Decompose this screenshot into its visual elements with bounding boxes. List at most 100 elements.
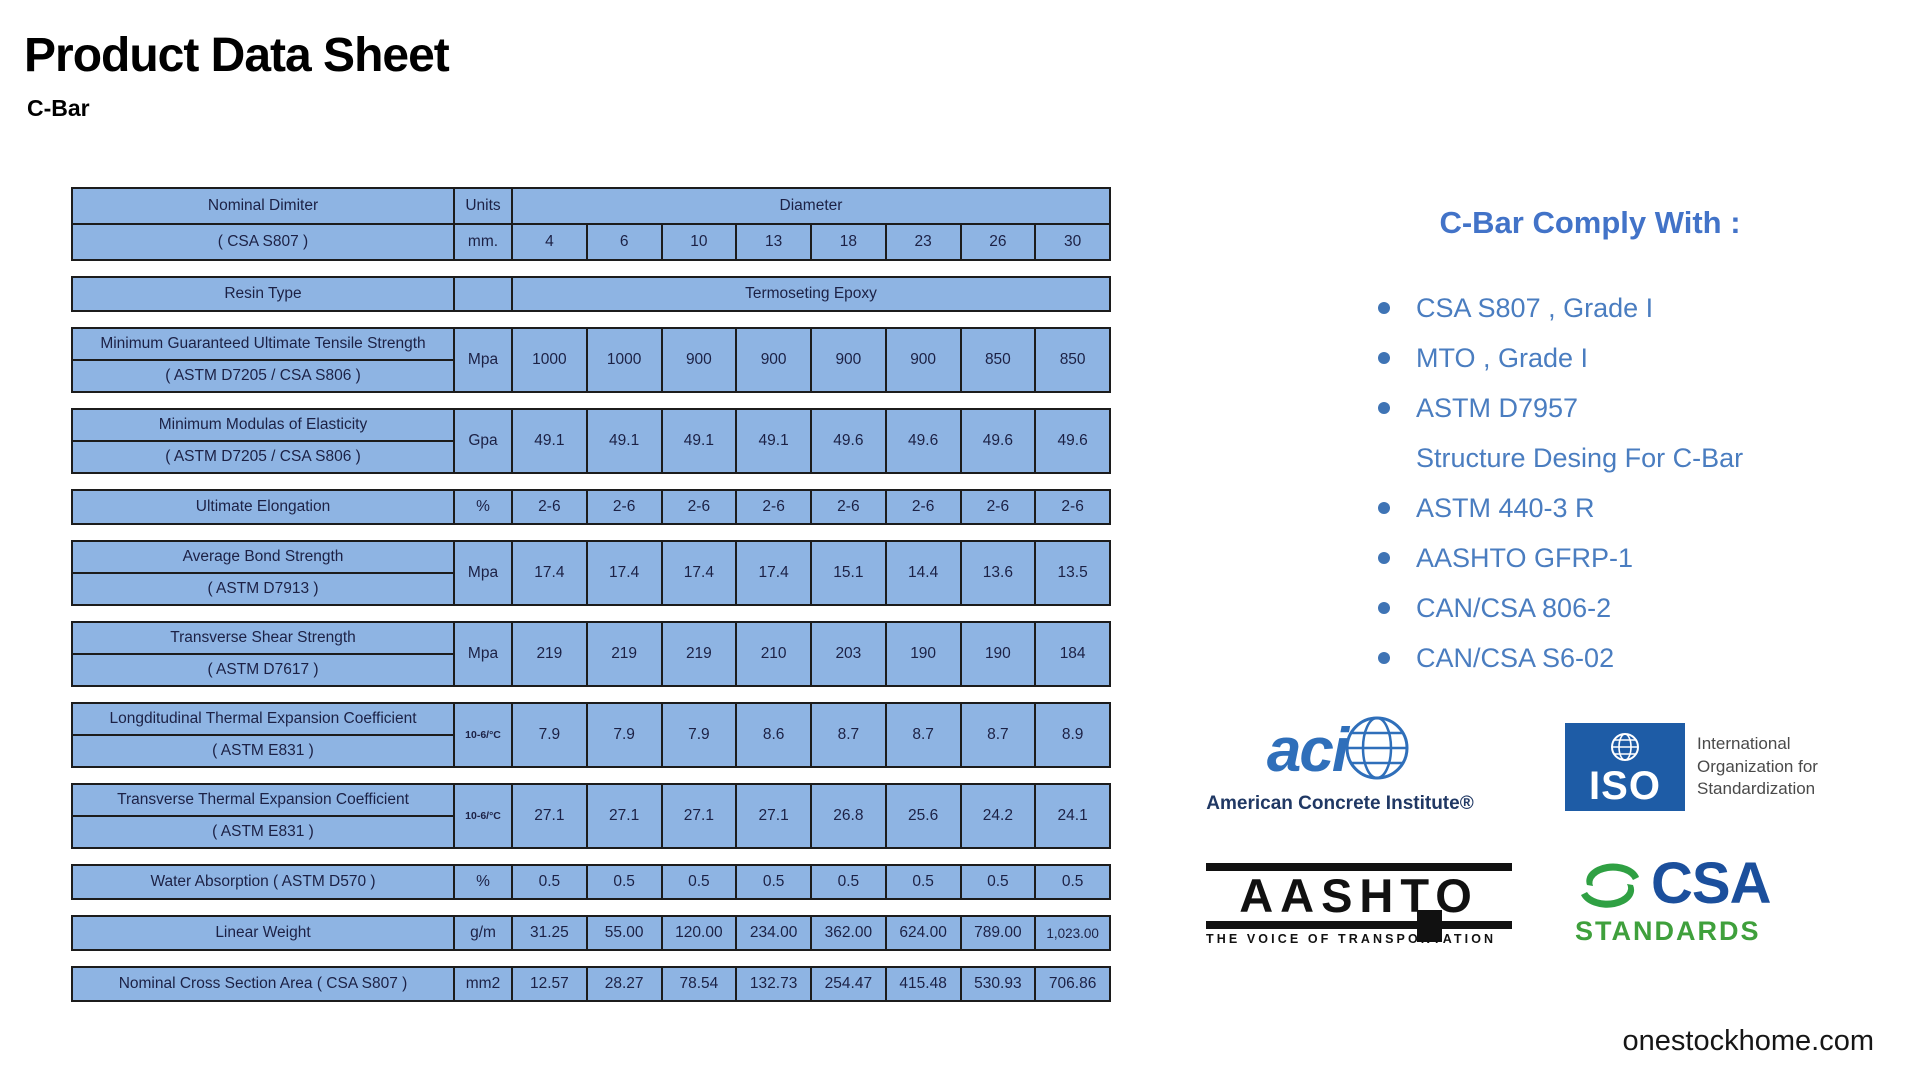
comply-item: CAN/CSA S6-02 [1378,633,1743,683]
diameter-header-cell: 6 [585,225,661,259]
page-subtitle: C-Bar [27,95,90,121]
row-value-cell: 184 [1034,623,1109,685]
row-value-cell: 8.7 [884,704,960,766]
row-label-line2: ( ASTM E831 ) [212,823,314,841]
aci-logo-top: aci [1185,712,1495,789]
csa-standards-logo: CSA STANDARDS [1573,851,1843,947]
row-value-cell: 27.1 [660,785,736,847]
row-value-cell: 706.86 [1034,968,1109,1000]
row-units-cell: g/m [453,917,511,949]
row-value-cell: 219 [511,623,586,685]
iso-caption: International Organization for Standardiza… [1697,733,1818,802]
comply-item: AASHTO GFRP-1 [1378,533,1743,583]
diameter-header-cell: 10 [660,225,736,259]
row-units-cell: % [453,866,511,898]
row-value-cell: 850 [1034,329,1109,391]
row-value-cell: 0.5 [884,866,960,898]
row-value-cell: 14.4 [884,542,960,604]
row-label-line2: ( ASTM D7617 ) [207,661,319,679]
row-units-cell: Mpa [453,542,511,604]
row-label-line2: ( ASTM E831 ) [212,742,314,760]
row-value-cell: 13.6 [959,542,1035,604]
row-value-cell: 0.5 [511,866,586,898]
row-value-cell: 8.7 [959,704,1035,766]
row-value-cell: 219 [660,623,736,685]
row-value-cell: 17.4 [585,542,661,604]
row-value-cell: 789.00 [959,917,1035,949]
aashto-bottom-bar [1206,921,1512,929]
table-row: Nominal Cross Section Area ( CSA S807 ) m… [71,966,1111,1002]
row-value-cell: 190 [959,623,1035,685]
row-value-cell: 17.4 [735,542,810,604]
table-row: Ultimate Elongation% 2-6 2-6 2-6 2-6 2-6 2-6 2-… [71,489,1111,525]
row-value-cell: 49.6 [810,410,885,472]
row-label-cell: Water Absorption ( ASTM D570 ) [150,873,376,890]
resin-type-band: Resin Type Termoseting Epoxy [71,276,1111,312]
comply-item: CSA S807 , Grade I [1378,283,1743,333]
table-row: Minimum Modulas of Elasticity ( ASTM D720… [71,408,1111,474]
row-value-cell: 2-6 [959,491,1035,523]
table-row: Transverse Thermal Expansion Coefficient… [71,783,1111,849]
csa-caption: STANDARDS [1575,916,1761,946]
row-value-cell: 8.6 [735,704,810,766]
table-row: Average Bond Strength( ASTM D7913 ) Mpa 17… [71,540,1111,606]
row-label-cell: Ultimate Elongation [195,498,331,515]
row-value-cell: 49.1 [735,410,810,472]
row-value-cell: 49.1 [585,410,661,472]
table-row: Minimum Guaranteed Ultimate Tensile Stre… [71,327,1111,393]
diameter-header-cell: 26 [959,225,1035,259]
table-row: Transverse Shear Strength ( ASTM D7617 ) M… [71,621,1111,687]
table-header-band: Nominal Dimiter ( CSA S807 ) Units mm. D… [71,187,1111,261]
csa-swoosh-icon [1573,851,1647,916]
row-label-cell: Minimum Guaranteed Ultimate Tensile Stre… [73,329,453,391]
bullet-icon [1378,602,1390,614]
row-value-cell: 8.9 [1034,704,1109,766]
row-value-cell: 8.7 [810,704,885,766]
row-value-cell: 24.1 [1034,785,1109,847]
row-value-cell: 1,023.00 [1034,917,1109,949]
row-label-cell: Average Bond Strength ( ASTM D7913 ) [73,542,453,604]
comply-item: MTO , Grade I [1378,333,1743,383]
aashto-wordmark: AASHTO [1239,869,1479,922]
row-value-cell: 190 [884,623,960,685]
comply-item: CAN/CSA 806-2 [1378,583,1743,633]
row-value-cell: 2-6 [810,491,885,523]
comply-item: ASTM D7957 [1378,383,1743,433]
iso-caption-line: Standardization [1697,779,1816,799]
header-label-cell: Nominal Dimiter ( CSA S807 ) [73,189,453,259]
row-value-cell: 0.5 [660,866,736,898]
row-value-cell: 13.5 [1034,542,1109,604]
row-label-line1: Minimum Guaranteed Ultimate Tensile Stre… [73,329,453,361]
row-units-cell: 10-6/°C [453,785,511,847]
row-value-cell: 27.1 [735,785,810,847]
row-label-cell: Transverse Thermal Expansion Coefficient… [73,785,453,847]
row-value-cell: 415.48 [884,968,960,1000]
row-value-cell: 203 [810,623,885,685]
row-value-cell: 132.73 [735,968,810,1000]
row-value-cell: 7.9 [511,704,586,766]
comply-title: C-Bar Comply With : [1439,205,1741,240]
row-value-cell: 2-6 [884,491,960,523]
row-units-cell: % [453,491,511,523]
row-label-line1: Transverse Thermal Expansion Coefficient [73,785,453,817]
aci-wordmark: aci [1266,715,1349,785]
row-value-cell: 49.1 [511,410,586,472]
header-units-line1: Units [455,189,511,225]
row-value-cell: 0.5 [585,866,661,898]
row-units-cell: mm2 [453,968,511,1000]
row-value-cell: 2-6 [585,491,661,523]
row-value-cell: 0.5 [959,866,1035,898]
row-value-cell: 900 [810,329,885,391]
comply-item-text: ASTM D7957 [1416,392,1579,423]
comply-item-text: Structure Desing For C-Bar [1416,442,1744,473]
row-value-cell: 24.2 [959,785,1035,847]
aashto-logo: AASHTO THE VOICE OF TRANSPORTATION [1206,863,1512,946]
row-label-line1: Average Bond Strength [73,542,453,574]
diameter-span-label: Diameter [513,189,1109,225]
row-value-cell: 27.1 [511,785,586,847]
row-value-cell: 2-6 [1034,491,1109,523]
row-value-cell: 850 [959,329,1035,391]
bullet-icon [1378,302,1390,314]
aashto-square-mark [1417,910,1442,942]
